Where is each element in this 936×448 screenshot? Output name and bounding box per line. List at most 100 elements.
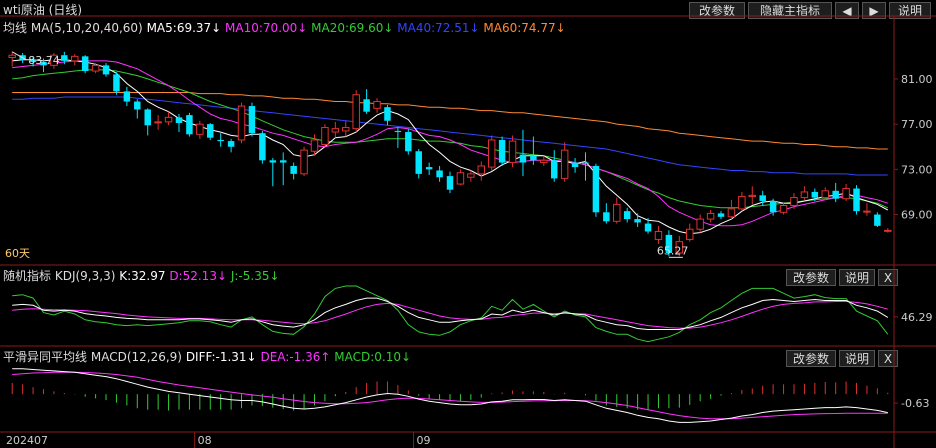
candle (446, 171, 454, 194)
candle-body (290, 165, 297, 174)
candle-body (748, 194, 757, 197)
ma-indicator-params: MA(5,10,20,40,60) (30, 21, 143, 35)
candle (759, 190, 766, 206)
candle-body (874, 214, 881, 226)
kdj-params: KDJ(9,3,3) (54, 269, 116, 283)
chart-title: wti原油 (日线) (3, 3, 83, 17)
candle-body (186, 115, 193, 135)
candle-body (113, 74, 120, 92)
x-axis-label: 09 (417, 434, 431, 447)
candle-body (696, 218, 704, 230)
ma-label-1: MA10:70.00↓ (221, 21, 308, 35)
candle (207, 123, 214, 140)
macd-help-button[interactable]: 说明 (839, 350, 875, 367)
candle-body (40, 61, 47, 66)
candle-body (207, 124, 214, 138)
candle-body (759, 195, 766, 201)
candle-body (394, 130, 402, 133)
candle (102, 63, 110, 77)
main-ytick-label: 69.00 (901, 209, 933, 222)
candle-body (352, 94, 360, 130)
candle-body (154, 121, 162, 124)
candle (196, 120, 204, 139)
candle (696, 214, 704, 233)
candle (331, 121, 340, 138)
scroll-left-button[interactable]: ◀ (835, 2, 859, 19)
macd-diff-value: DIFF:-1.31↓ (185, 350, 257, 364)
candle-body (498, 139, 506, 163)
candle-body (425, 167, 433, 170)
candle (603, 203, 610, 224)
candle-body (50, 54, 58, 66)
macd-diff-line (12, 368, 888, 423)
candle-body (769, 200, 777, 213)
kdj-params-button[interactable]: 改参数 (786, 269, 836, 286)
candle-body (415, 151, 422, 174)
candle (50, 52, 58, 69)
candle-body (571, 162, 579, 168)
candle (40, 58, 47, 73)
candle (863, 203, 871, 216)
candle-body (738, 195, 746, 210)
candle (373, 98, 381, 113)
macd-hist-value: MACD:0.10↓ (334, 350, 412, 364)
candle (394, 127, 402, 148)
candle (790, 193, 798, 209)
candle (279, 152, 287, 186)
macd-title: 平滑异同平均线 (3, 350, 88, 364)
candle-body (530, 155, 537, 161)
candle-body (91, 64, 100, 72)
candle (832, 182, 839, 203)
kdj-close-button[interactable]: X (878, 269, 898, 286)
scroll-right-button[interactable]: ▶ (862, 2, 886, 19)
candle-body (634, 219, 641, 223)
kdj-title: 随机指标 (3, 269, 52, 283)
kdj-j-value: J:-5.35↓ (230, 269, 280, 283)
candle (237, 102, 246, 144)
macd-params-button[interactable]: 改参数 (786, 350, 836, 367)
candle (310, 134, 319, 156)
help-button[interactable]: 说明 (889, 2, 931, 19)
ma-label-3: MA40:72.51↓ (393, 21, 480, 35)
kdj-help-button[interactable]: 说明 (839, 269, 875, 286)
candle-body (551, 160, 558, 179)
candle-body (665, 234, 673, 253)
candle-body (373, 101, 381, 109)
main-ytick-label: 73.00 (901, 163, 933, 176)
macd-close-button[interactable]: X (878, 350, 898, 367)
macd-dea-line (12, 371, 888, 420)
candle-body (300, 149, 308, 175)
candle-body (654, 230, 663, 240)
candle (186, 112, 193, 137)
candle-body (227, 141, 235, 147)
macd-params: MACD(12,26,9) (90, 350, 182, 364)
candle (821, 187, 829, 200)
candle-body (560, 149, 569, 179)
candle-body (436, 170, 443, 178)
candle (519, 129, 527, 177)
candle (269, 158, 277, 187)
candle-body (853, 188, 860, 212)
candle-body (164, 116, 173, 123)
candle-body (248, 106, 256, 134)
candle (175, 113, 183, 133)
period-label: 60天 (5, 247, 30, 260)
ma-legend: 均线 MA(5,10,20,40,60) MA5:69.37↓ MA10:70.… (3, 18, 566, 38)
candle-body (477, 165, 486, 175)
candle (477, 161, 486, 181)
high-price-label: 83.74 (28, 54, 60, 67)
candle-body (467, 173, 475, 178)
candle-body (582, 162, 589, 164)
candle (498, 136, 506, 166)
hide-main-indicator-button[interactable]: 隐藏主指标 (748, 2, 832, 19)
candle-body (29, 59, 37, 62)
candle (290, 162, 297, 180)
ma-label-2: MA20:69.60↓ (307, 21, 394, 35)
params-button[interactable]: 改参数 (689, 2, 745, 19)
candle-body (237, 105, 246, 141)
candle (321, 124, 329, 148)
candle (800, 186, 809, 200)
ma-indicator-name: 均线 (3, 21, 28, 35)
candle (436, 165, 443, 182)
